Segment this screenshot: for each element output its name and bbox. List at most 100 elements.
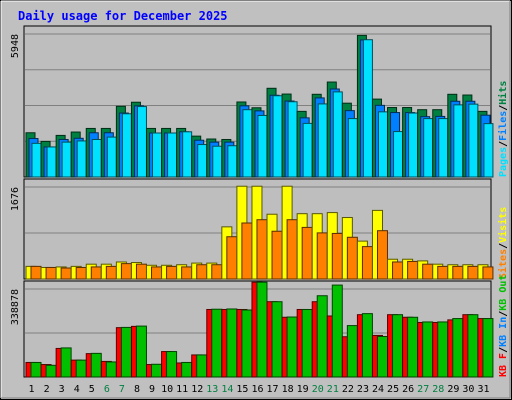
legend-entry: /: [498, 105, 509, 111]
bar-pages-day-27: [423, 118, 434, 178]
bar-pages-day-6: [106, 136, 117, 178]
bar-kb_out-day-1: [30, 361, 42, 378]
panel-hits-files-pages-ymax-label: 5948: [10, 34, 21, 58]
bar-pages-day-14: [227, 145, 238, 178]
x-tick-label-day-5: 5: [89, 384, 95, 395]
bar-sites-day-21: [331, 232, 343, 280]
legend-entry: Sites: [497, 249, 509, 279]
x-tick-label-day-14: 14: [221, 384, 233, 395]
bar-sites-day-9: [151, 266, 163, 280]
bar-pages-day-12: [197, 144, 208, 178]
bar-sites-day-4: [75, 266, 87, 280]
bar-kb_out-day-9: [151, 363, 163, 378]
bar-pages-day-29: [453, 104, 464, 178]
bar-kb_out-day-18: [286, 316, 298, 378]
panel-visits-sites-ymax-label: 1676: [10, 187, 21, 211]
legend-entry: /: [498, 311, 509, 317]
x-tick-label-day-2: 2: [44, 384, 50, 395]
x-tick-label-day-31: 31: [477, 384, 489, 395]
bar-kb_out-day-12: [196, 354, 208, 378]
x-tick-label-day-12: 12: [191, 384, 203, 395]
x-tick-label-day-11: 11: [176, 384, 188, 395]
bar-pages-day-15: [242, 109, 253, 178]
bar-pages-day-9: [152, 132, 163, 178]
legend-entry: KB Out: [498, 275, 509, 311]
bar-kb_out-day-5: [90, 352, 102, 378]
bar-pages-day-1: [31, 142, 42, 178]
x-tick-label-day-9: 9: [149, 384, 155, 395]
bar-pages-day-23: [362, 39, 373, 178]
chart-title: Daily usage for December 2025: [18, 9, 228, 23]
bar-sites-day-1: [30, 265, 42, 280]
bar-sites-day-20: [316, 232, 328, 280]
bar-sites-day-30: [467, 265, 479, 280]
bar-kb_out-day-19: [301, 308, 313, 378]
bar-sites-day-18: [286, 219, 298, 280]
bar-sites-day-22: [346, 236, 358, 280]
x-tick-label-day-8: 8: [134, 384, 140, 395]
bar-kb_out-day-8: [135, 325, 147, 378]
bar-sites-day-25: [392, 261, 404, 280]
bar-pages-day-13: [212, 145, 223, 178]
x-tick-label-day-28: 28: [432, 384, 444, 395]
bar-sites-day-29: [452, 265, 464, 280]
legend-entry: KB F: [498, 353, 509, 377]
bar-kb_out-day-17: [271, 301, 283, 378]
legend-entry: Hits: [497, 81, 509, 105]
bar-pages-day-21: [332, 91, 343, 178]
x-tick-label-day-15: 15: [236, 384, 248, 395]
bar-kb_out-day-27: [422, 321, 434, 378]
bar-sites-day-10: [166, 265, 178, 280]
panel-visits-sites-legend: Sites/Visits: [497, 207, 509, 279]
bar-pages-day-31: [483, 123, 494, 178]
bar-sites-day-16: [256, 219, 268, 280]
bar-pages-day-7: [121, 113, 132, 178]
x-tick-label-day-1: 1: [29, 384, 35, 395]
panel-hits-files-pages-legend: Pages/Files/Hits: [497, 81, 509, 177]
bar-sites-day-11: [181, 266, 193, 280]
bar-kb_out-day-21: [331, 284, 343, 378]
x-tick-label-day-7: 7: [119, 384, 125, 395]
bar-kb_out-day-20: [316, 295, 328, 378]
panel-kbytes-legend: KB F/KB In/KB Out: [498, 275, 509, 377]
bar-sites-day-14: [226, 236, 238, 280]
bar-pages-day-20: [317, 103, 328, 178]
bar-pages-day-22: [347, 118, 358, 178]
bar-sites-day-27: [422, 263, 434, 280]
bar-pages-day-19: [302, 122, 313, 178]
x-tick-label-day-27: 27: [417, 384, 429, 395]
bar-pages-day-26: [408, 112, 419, 178]
bar-sites-day-7: [120, 263, 132, 280]
bar-pages-day-25: [393, 131, 404, 178]
bar-pages-day-30: [468, 103, 479, 178]
x-tick-label-day-13: 13: [206, 384, 218, 395]
x-tick-label-day-10: 10: [161, 384, 173, 395]
bar-sites-day-5: [90, 266, 102, 280]
x-tick-label-day-18: 18: [282, 384, 294, 395]
bar-sites-day-8: [135, 263, 147, 280]
bar-sites-day-23: [361, 246, 373, 280]
bar-kb_out-day-31: [482, 318, 494, 378]
x-tick-label-day-6: 6: [104, 384, 110, 395]
x-tick-label-day-30: 30: [462, 384, 474, 395]
bar-sites-day-31: [482, 266, 494, 280]
x-tick-label-day-19: 19: [297, 384, 309, 395]
bar-sites-day-24: [376, 230, 388, 280]
bar-pages-day-24: [377, 111, 388, 178]
bar-kb_out-day-22: [346, 325, 358, 378]
bar-pages-day-4: [76, 140, 87, 178]
bar-kb_out-day-14: [226, 308, 238, 378]
legend-entry: KB In: [498, 317, 509, 347]
x-tick-label-day-23: 23: [357, 384, 369, 395]
legend-entry: Visits: [497, 207, 509, 243]
bar-pages-day-10: [167, 132, 178, 178]
bar-sites-day-17: [271, 230, 283, 280]
x-tick-label-day-26: 26: [402, 384, 414, 395]
bar-pages-day-18: [287, 101, 298, 178]
bar-sites-day-13: [211, 264, 223, 280]
legend-entry: /: [498, 243, 509, 249]
bar-kb_out-day-6: [105, 361, 117, 378]
bar-sites-day-19: [301, 226, 313, 280]
x-tick-label-day-17: 17: [267, 384, 279, 395]
